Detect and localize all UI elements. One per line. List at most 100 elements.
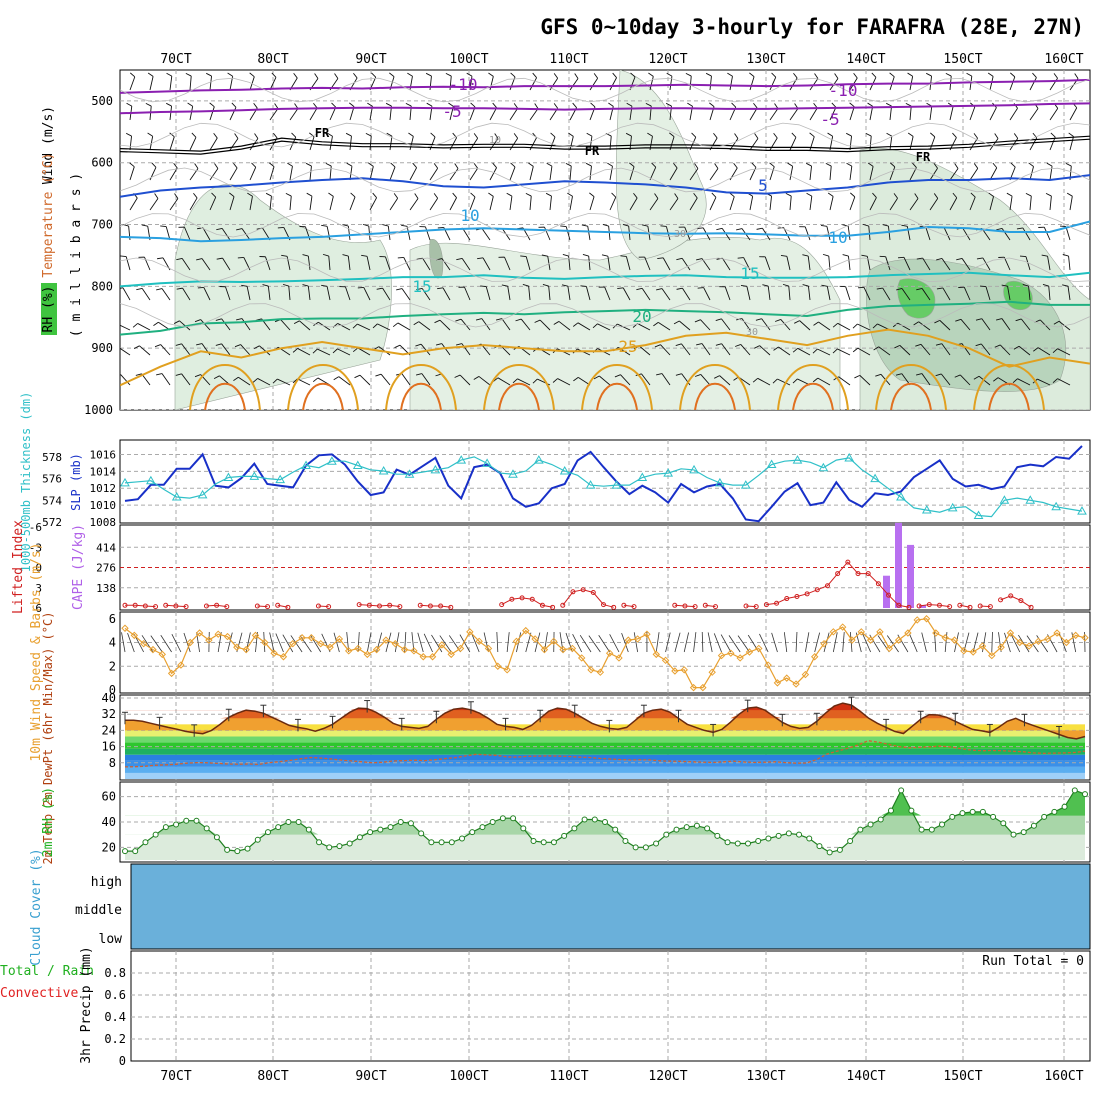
wind-barb-flag — [676, 287, 683, 290]
lifted-index-point — [906, 604, 912, 610]
wind-barb-flag — [534, 103, 539, 109]
wind-barb-staff — [221, 228, 231, 241]
wind-barb-flag — [176, 287, 183, 290]
wind-barb-staff — [129, 76, 136, 91]
wind-barb-staff — [985, 286, 991, 301]
wind-barb-flag — [452, 192, 457, 198]
wind-speed-point — [904, 629, 912, 637]
wind-speed-point — [727, 649, 735, 657]
wind-barb-flag — [696, 258, 703, 261]
bottom-x-tick-label: 110CT — [549, 1069, 588, 1084]
wind-barb-flag — [129, 162, 135, 168]
rh-point — [581, 816, 588, 823]
wind-speed-point — [559, 645, 567, 654]
run-total: Run Total = 0 — [982, 954, 1084, 969]
rh-point — [336, 843, 343, 850]
wind-barb-flag — [231, 102, 237, 108]
wind-barb-staff — [609, 136, 612, 151]
wind-barb-staff — [539, 319, 551, 331]
wind-barb-staff — [1057, 378, 1071, 386]
lifted-index-line — [359, 604, 400, 608]
wind-barb-staff — [826, 226, 831, 241]
wind-barb-staff — [288, 286, 291, 301]
wind-barb-staff — [788, 286, 791, 301]
wind-barb-flag — [216, 227, 223, 231]
temperature-contour — [120, 271, 1090, 288]
wind-barb-staff — [549, 196, 552, 211]
lifted-index-point — [529, 596, 535, 602]
wind-speed-point — [419, 653, 427, 661]
wind-barb-staff — [767, 286, 771, 301]
warm-contour — [189, 364, 261, 410]
rh-2m-label: 2m RH (%) — [41, 787, 56, 857]
warm-contour — [385, 364, 457, 410]
wind-barb-staff — [599, 375, 611, 386]
wind-barb-flag — [913, 321, 919, 326]
rh-point — [693, 822, 700, 829]
surface-wind-barb — [598, 635, 610, 653]
rh-point — [183, 817, 190, 824]
wind-barb-staff — [229, 138, 239, 151]
wind-barb-staff — [1021, 318, 1031, 331]
cloud-cover-area — [130, 863, 1091, 950]
wind-barb-staff — [709, 76, 712, 91]
wind-barb-staff — [939, 320, 951, 331]
li-tick-label: 3 — [35, 582, 42, 595]
wind-barb-staff — [889, 106, 892, 121]
wind-barb-flag — [154, 193, 159, 199]
thickness-point — [482, 458, 492, 467]
wind-barb-staff — [887, 226, 891, 241]
wind-barb-flag — [865, 132, 872, 137]
wind-speed-point — [978, 642, 987, 650]
wind-barb-flag — [825, 162, 832, 167]
wind-speed-point — [950, 636, 959, 644]
rh-point — [407, 820, 414, 827]
wind-speed-point — [773, 679, 782, 687]
wind-barb-flag — [145, 102, 152, 107]
wind-barb-flag — [151, 162, 157, 168]
wind-barb-staff — [357, 347, 371, 356]
wind-barb-staff — [989, 167, 998, 181]
temp-tick-label: 8 — [109, 756, 116, 770]
wind-barb-staff — [569, 78, 579, 91]
warm-contour — [581, 364, 653, 410]
surface-wind-barb — [290, 635, 303, 653]
wind-barb-flag — [229, 192, 235, 197]
wind-speed-point — [932, 629, 940, 637]
wind-barb-staff — [783, 227, 791, 241]
temperature-contour-label: 10 — [460, 206, 479, 225]
wind-barb-staff — [589, 196, 595, 211]
wind-speed-point — [783, 674, 791, 682]
surface-wind-barb — [121, 632, 126, 653]
cape-tick-label: 138 — [96, 582, 116, 595]
rh-tick-label: 60 — [102, 790, 116, 804]
wind-barb-flag — [711, 192, 717, 198]
wind-barb-staff — [222, 257, 231, 271]
wind-barb-flag — [321, 284, 328, 287]
temp-axis-labels: 40 32 24 16 8 — [102, 691, 116, 770]
wind-barb-staff — [941, 258, 951, 271]
wind-barb-staff — [838, 376, 851, 386]
temperature-contour-label: FR — [315, 126, 330, 140]
lifted-index-point — [987, 604, 993, 610]
wind-barb-staff — [1001, 228, 1011, 241]
rh-shade — [409, 237, 841, 410]
wind-barb-flag — [147, 132, 153, 137]
wind-barb-flag — [802, 254, 809, 257]
wind-barb-flag — [769, 162, 775, 168]
wind-speed-point — [587, 666, 595, 674]
wind-barb-flag — [234, 133, 239, 139]
temp-tick-label: 16 — [102, 740, 116, 754]
wind-barb-flag — [365, 132, 372, 137]
wind-barb-flag — [247, 192, 253, 197]
wind-barb-flag — [694, 374, 701, 377]
temperature-contour-label: 5 — [758, 176, 768, 195]
wind-barb-staff — [909, 106, 912, 121]
top-x-tick-label: 70CT — [160, 52, 191, 67]
wind-barb-flag — [1062, 284, 1069, 287]
wind-speed-point — [829, 628, 838, 636]
rh-point — [826, 849, 833, 856]
wind-speed-point — [997, 643, 1005, 651]
wind-barb-staff — [809, 107, 818, 121]
wind-barb-staff — [961, 258, 971, 271]
